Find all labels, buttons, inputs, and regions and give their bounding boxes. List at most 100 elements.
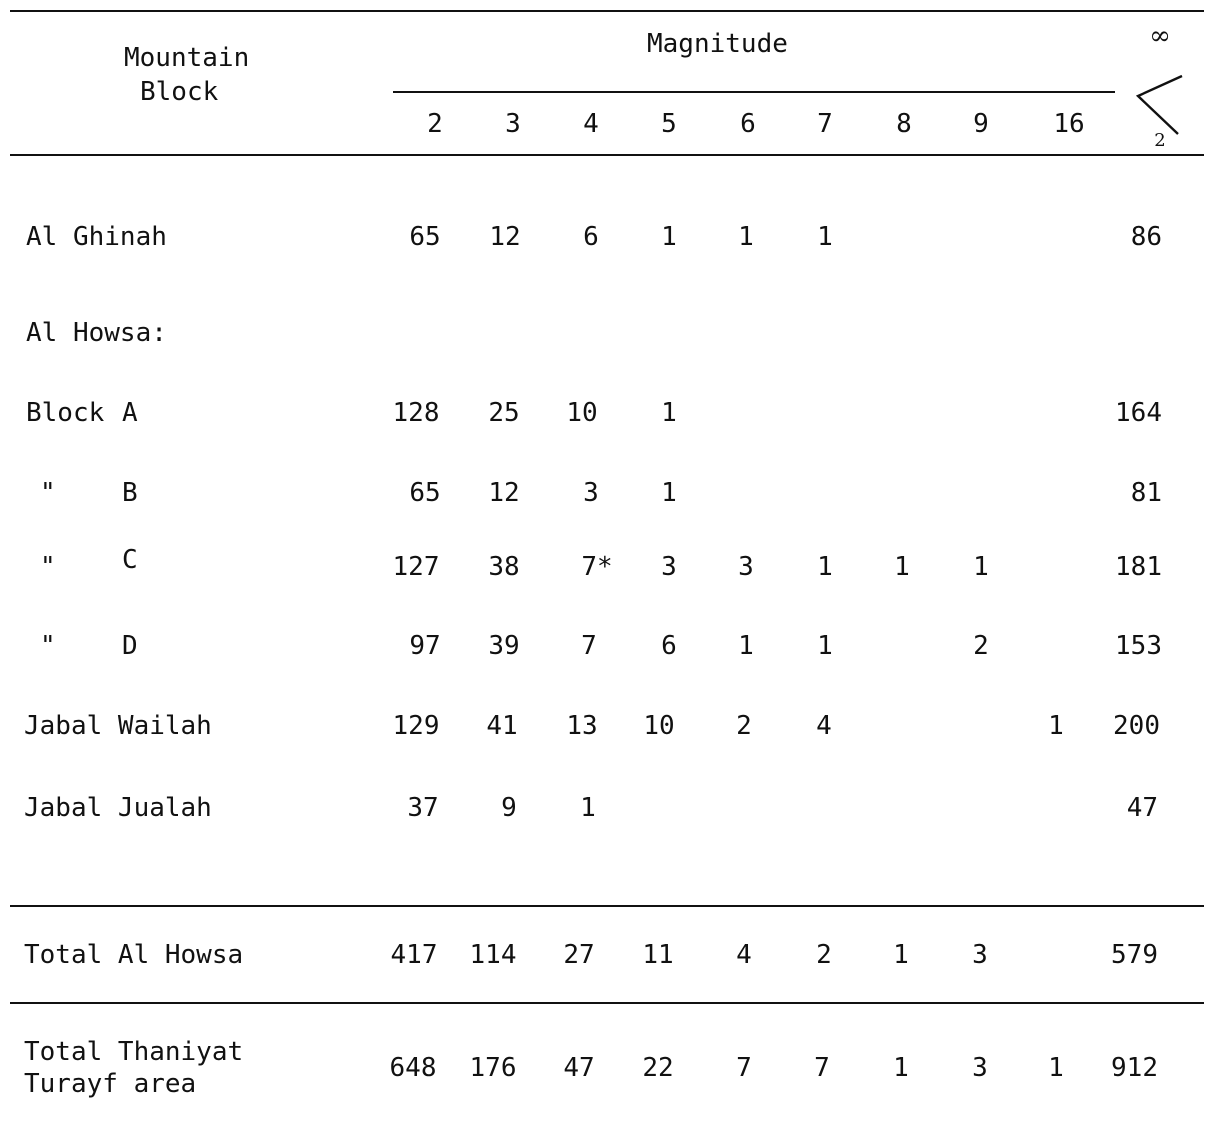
cell-m5: 1 xyxy=(661,222,677,252)
cell-m2: 129 xyxy=(392,711,440,741)
row-label: Jabal Wailah xyxy=(24,711,212,741)
cell-m4: 13 xyxy=(566,711,598,741)
cell-m2: 65 xyxy=(409,478,441,508)
magnitude-underline xyxy=(393,91,1115,93)
cell-m7: 1 xyxy=(817,631,833,661)
ditto-mark: " xyxy=(40,552,56,582)
cell-m7: 1 xyxy=(817,222,833,252)
cell-m6: 7 xyxy=(736,1053,752,1083)
summation-icon: ∞ 2 xyxy=(1135,26,1183,151)
cell-m9: 3 xyxy=(972,940,988,970)
stub-header-line2: Block xyxy=(140,77,219,107)
cell-m3: 12 xyxy=(488,478,520,508)
cell-m7: 7 xyxy=(814,1053,830,1083)
row-label: Total Thaniyat xyxy=(24,1037,244,1067)
cell-m5: 6 xyxy=(661,631,677,661)
magnitude-header-5: 5 xyxy=(661,109,677,139)
cell-m4: 7* xyxy=(581,552,613,582)
row-total: 200 xyxy=(1113,711,1160,741)
cell-m8: 1 xyxy=(894,552,910,582)
row-label: Al Ghinah xyxy=(26,222,167,252)
cell-m4: 27 xyxy=(563,940,595,970)
row-sublabel: A xyxy=(122,398,138,428)
cell-m7: 4 xyxy=(816,711,832,741)
cell-m3: 176 xyxy=(469,1053,517,1083)
cell-m2: 648 xyxy=(389,1053,437,1083)
cell-m4: 1 xyxy=(580,793,596,823)
cell-m4: 47 xyxy=(563,1053,595,1083)
stub-header-line1: Mountain xyxy=(124,43,250,73)
ditto-mark: " xyxy=(40,478,56,508)
cell-m6: 1 xyxy=(738,631,754,661)
row-total: 181 xyxy=(1115,552,1162,582)
magnitude-header-3: 3 xyxy=(505,109,521,139)
cell-m8: 1 xyxy=(893,1053,909,1083)
cell-m3: 41 xyxy=(486,711,518,741)
cell-m16: 1 xyxy=(1048,1053,1064,1083)
total-separator-rule xyxy=(10,905,1204,907)
cell-m16: 1 xyxy=(1048,711,1064,741)
cell-m5: 1 xyxy=(661,398,677,428)
header-bottom-rule xyxy=(10,154,1204,156)
cell-m4: 7 xyxy=(581,631,597,661)
cell-m5: 11 xyxy=(642,940,674,970)
magnitude-header-6: 6 xyxy=(740,109,756,139)
row-sublabel: C xyxy=(122,545,138,575)
cell-m9: 2 xyxy=(973,631,989,661)
row-total: 81 xyxy=(1130,478,1162,508)
row-label-continued: Turayf area xyxy=(24,1069,197,1099)
row-label: Block xyxy=(26,398,105,428)
cell-m3: 12 xyxy=(489,222,521,252)
row-total: 153 xyxy=(1115,631,1162,661)
row-total: 579 xyxy=(1111,940,1158,970)
cell-m4: 3 xyxy=(583,478,599,508)
magnitude-header-8: 8 xyxy=(896,109,912,139)
row-total: 912 xyxy=(1111,1053,1158,1083)
cell-m2: 65 xyxy=(409,222,441,252)
row-total: 47 xyxy=(1126,793,1158,823)
magnitude-header-4: 4 xyxy=(583,109,599,139)
cell-m4: 6 xyxy=(583,222,599,252)
cell-m3: 9 xyxy=(501,793,517,823)
cell-m6: 2 xyxy=(736,711,752,741)
magnitude-header-7: 7 xyxy=(817,109,833,139)
row-label: Total Al Howsa xyxy=(24,940,244,970)
cell-m2: 127 xyxy=(392,552,440,582)
row-label: Jabal Jualah xyxy=(24,793,212,823)
section-heading-al-howsa: Al Howsa: xyxy=(26,318,167,348)
magnitude-header-16: 16 xyxy=(1053,109,1085,139)
cell-m9: 1 xyxy=(973,552,989,582)
ditto-mark: " xyxy=(40,631,56,661)
cell-m5: 10 xyxy=(643,711,675,741)
grand-total-separator-rule xyxy=(10,1002,1204,1004)
cell-m5: 1 xyxy=(661,478,677,508)
magnitude-group-header: Magnitude xyxy=(647,29,788,59)
summation-lower-limit: 2 xyxy=(1154,130,1165,151)
cell-m2: 97 xyxy=(409,631,441,661)
cell-m6: 3 xyxy=(738,552,754,582)
magnitude-header-2: 2 xyxy=(427,109,443,139)
cell-m5: 22 xyxy=(642,1053,674,1083)
cell-m3: 39 xyxy=(488,631,520,661)
row-sublabel: D xyxy=(122,631,138,661)
cell-m8: 1 xyxy=(893,940,909,970)
cell-m3: 25 xyxy=(488,398,520,428)
cell-m6: 1 xyxy=(738,222,754,252)
cell-m6: 4 xyxy=(736,940,752,970)
row-total: 164 xyxy=(1115,398,1162,428)
cell-m5: 3 xyxy=(661,552,677,582)
cell-m7: 1 xyxy=(817,552,833,582)
top-rule xyxy=(10,10,1204,12)
cell-m7: 2 xyxy=(816,940,832,970)
cell-m2: 417 xyxy=(390,940,438,970)
row-sublabel: B xyxy=(122,478,138,508)
cell-m2: 37 xyxy=(407,793,439,823)
cell-m4: 10 xyxy=(566,398,598,428)
row-total: 86 xyxy=(1130,222,1162,252)
cell-m2: 128 xyxy=(392,398,440,428)
cell-m3: 114 xyxy=(469,940,517,970)
magnitude-header-9: 9 xyxy=(973,109,989,139)
summation-upper-limit: ∞ xyxy=(1149,26,1171,51)
cell-m3: 38 xyxy=(488,552,520,582)
cell-m9: 3 xyxy=(972,1053,988,1083)
